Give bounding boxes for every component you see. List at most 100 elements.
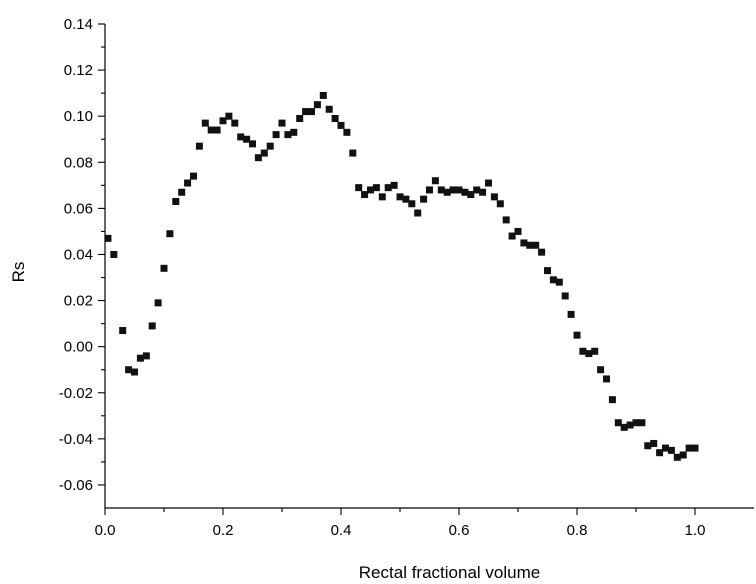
data-point	[278, 119, 286, 127]
data-point	[284, 131, 292, 139]
data-point	[207, 126, 215, 134]
y-tick-label: -0.04	[59, 431, 93, 448]
data-point	[390, 181, 398, 189]
data-point	[408, 200, 416, 208]
data-point	[473, 186, 481, 194]
data-point	[597, 366, 605, 374]
data-point	[538, 248, 546, 256]
data-point	[331, 114, 339, 122]
data-point	[585, 350, 593, 358]
data-point	[431, 177, 439, 185]
data-point	[567, 310, 575, 318]
data-point	[632, 419, 640, 427]
data-point	[254, 154, 262, 162]
y-tick-label: 0.04	[64, 246, 93, 263]
data-point	[201, 119, 209, 127]
data-point	[626, 421, 634, 429]
data-point	[461, 188, 469, 196]
data-point	[620, 423, 628, 431]
data-point	[479, 188, 487, 196]
data-point	[532, 241, 540, 249]
data-point	[667, 446, 675, 454]
y-tick-label: 0.10	[64, 108, 93, 125]
data-point	[603, 375, 610, 383]
y-tick-label: -0.06	[59, 477, 93, 494]
data-point	[526, 241, 534, 249]
data-point	[136, 354, 144, 362]
data-point	[662, 444, 669, 452]
data-point	[190, 172, 197, 180]
data-point	[402, 195, 410, 203]
data-point	[178, 188, 186, 196]
y-axis-title: Rs	[9, 262, 28, 283]
data-point	[302, 108, 310, 116]
data-point	[573, 331, 581, 339]
data-point	[496, 200, 504, 208]
data-point	[160, 264, 168, 272]
data-point	[691, 444, 699, 452]
data-points	[104, 91, 699, 461]
data-point	[396, 193, 404, 201]
data-point	[184, 179, 192, 187]
data-point	[260, 149, 268, 157]
data-point	[296, 114, 304, 122]
x-tick-label: 0.8	[567, 522, 588, 539]
y-tick-label: 0.02	[64, 293, 93, 310]
x-tick-label: 1.0	[685, 522, 706, 539]
data-point	[520, 239, 528, 247]
data-point	[502, 216, 510, 224]
x-tick-label: 0.6	[449, 522, 470, 539]
data-point	[243, 135, 251, 143]
data-point	[195, 142, 203, 150]
data-point	[172, 197, 180, 205]
data-point	[231, 119, 239, 127]
data-point	[213, 126, 221, 134]
data-point	[378, 193, 386, 201]
data-point	[142, 352, 150, 360]
y-tick-label: 0.14	[64, 16, 93, 33]
data-point	[119, 327, 127, 335]
data-point	[426, 186, 433, 194]
data-point	[485, 179, 492, 187]
data-point	[467, 191, 475, 199]
data-point	[125, 366, 133, 374]
data-point	[443, 188, 451, 196]
data-point	[508, 232, 516, 240]
y-tick-label: 0.06	[64, 200, 93, 217]
data-point	[679, 451, 687, 459]
data-point	[514, 227, 522, 235]
data-point	[349, 149, 357, 157]
data-point	[131, 368, 138, 376]
data-point	[650, 439, 658, 447]
data-point	[272, 131, 280, 139]
data-point	[608, 396, 616, 404]
tick-labels: 0.0 0.2 0.4 0.6 0.8 1.0 -0.06 -0.04 -0.02 0.00 0.0…	[59, 16, 706, 539]
data-point	[325, 105, 333, 113]
data-point	[673, 453, 681, 461]
data-point	[437, 186, 445, 194]
data-point	[367, 186, 374, 194]
data-point	[237, 133, 245, 141]
data-point	[544, 267, 551, 275]
data-point	[104, 234, 112, 242]
data-point	[414, 209, 422, 217]
data-point	[313, 101, 321, 109]
data-point	[372, 184, 380, 192]
axes	[104, 24, 754, 509]
data-point	[319, 91, 327, 99]
data-point	[449, 186, 457, 194]
data-point	[384, 184, 392, 192]
x-tick-label: 0.4	[331, 522, 352, 539]
data-point	[343, 128, 351, 136]
data-point	[455, 186, 463, 194]
y-tick-label: -0.02	[59, 385, 93, 402]
data-point	[225, 112, 233, 120]
data-point	[490, 193, 498, 201]
y-tick-label: 0.12	[64, 62, 93, 79]
x-axis-title: Rectal fractional volume	[359, 563, 540, 582]
data-point	[579, 347, 587, 355]
data-point	[290, 128, 298, 136]
data-point	[110, 250, 118, 258]
tick-marks	[98, 23, 696, 515]
